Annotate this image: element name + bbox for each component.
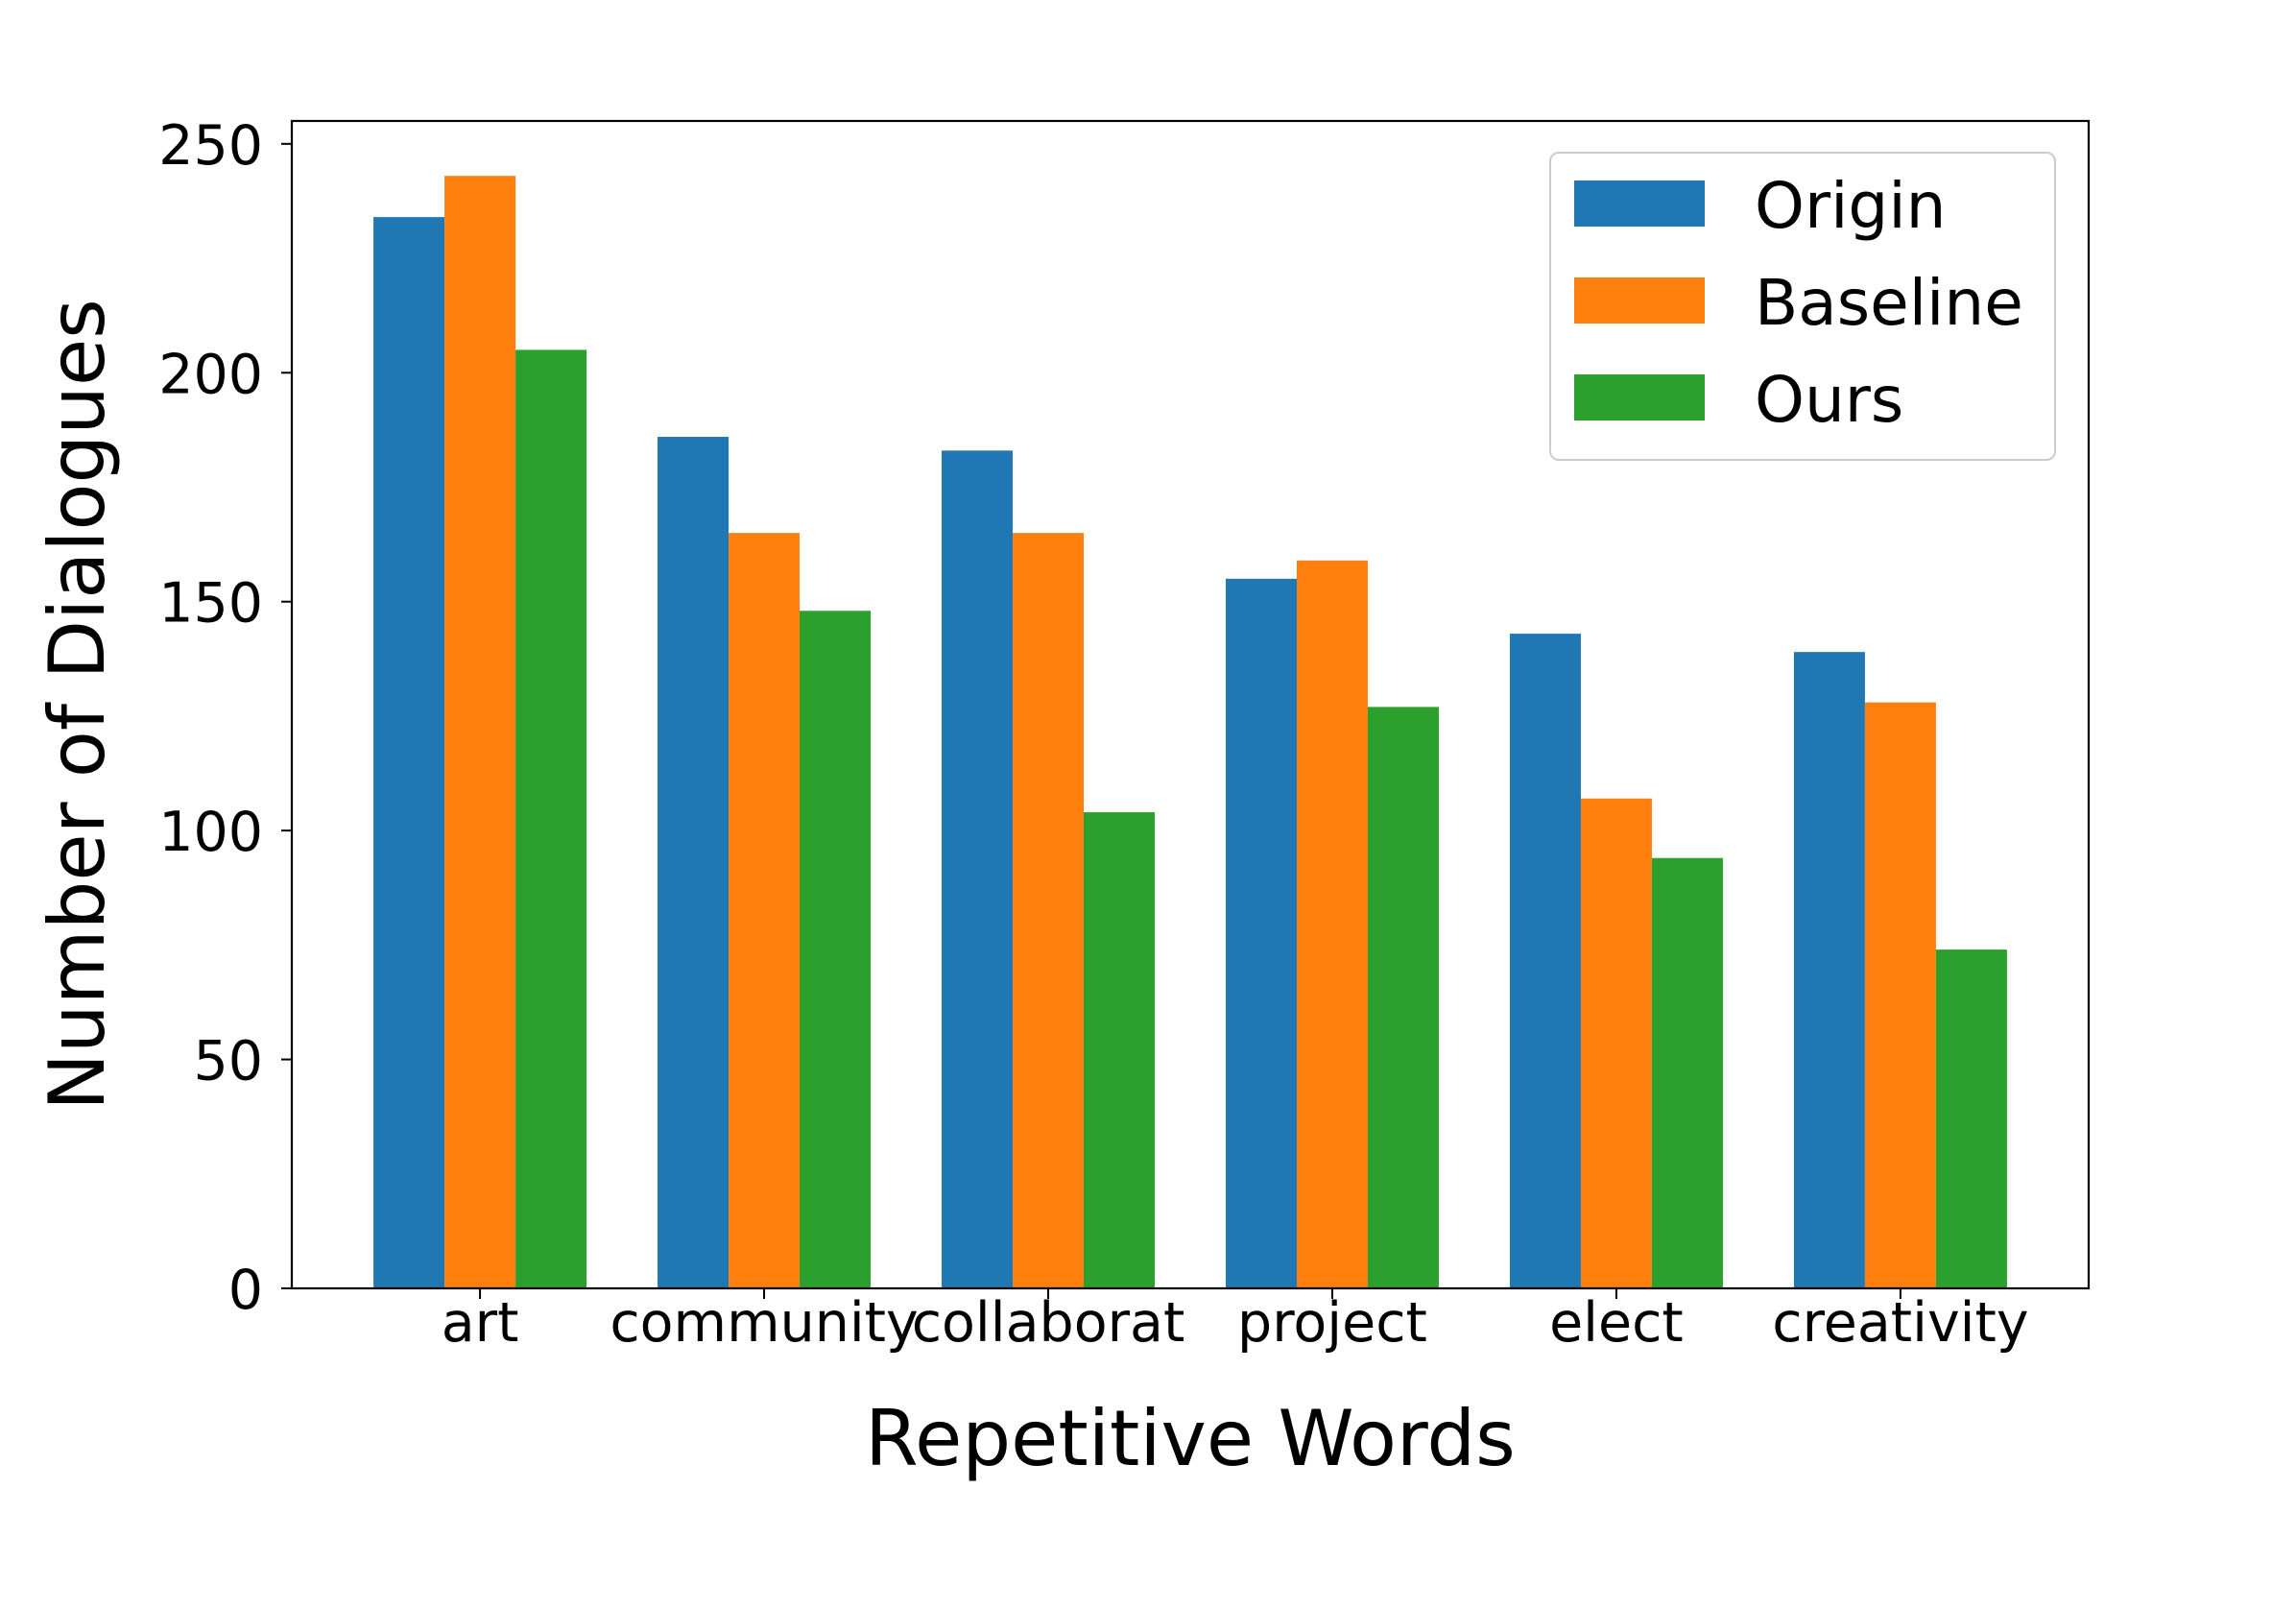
legend-label-origin: Origin — [1755, 169, 1946, 243]
x-tick-label-collaborat: collaborat — [912, 1291, 1185, 1355]
y-tick-label: 200 — [158, 343, 263, 406]
bar-origin-creativity — [1793, 652, 1865, 1288]
bar-origin-project — [1226, 578, 1297, 1288]
bar-ours-art — [515, 349, 587, 1288]
y-tick-label: 0 — [228, 1259, 263, 1322]
legend-swatch-ours — [1574, 374, 1705, 420]
bar-baseline-community — [729, 533, 801, 1288]
bar-origin-elect — [1509, 634, 1581, 1288]
bar-origin-collaborat — [942, 450, 1014, 1289]
bar-origin-art — [373, 217, 445, 1288]
axes-frame — [290, 119, 2091, 1290]
bars-group — [373, 176, 2007, 1289]
bar-baseline-collaborat — [1013, 533, 1085, 1288]
legend-swatch-baseline — [1574, 277, 1705, 324]
legend-item-origin: Origin — [1574, 169, 1946, 243]
bar-baseline-project — [1296, 560, 1368, 1288]
y-tick-label: 50 — [193, 1030, 263, 1093]
x-tick-label-creativity: creativity — [1772, 1291, 2028, 1355]
legend-items: Origin Baseline Ours — [1574, 169, 2023, 437]
bar-ours-community — [800, 611, 872, 1288]
y-axis-ticks: 0 50 100 150 200 250 — [158, 114, 292, 1322]
bar-baseline-art — [444, 176, 516, 1289]
bar-ours-collaborat — [1084, 812, 1155, 1288]
x-tick-label-community: community — [610, 1291, 918, 1355]
legend-item-baseline: Baseline — [1574, 266, 2023, 340]
y-tick-label: 250 — [158, 114, 263, 178]
x-axis-label: Repetitive Words — [865, 1394, 1516, 1483]
legend: Origin Baseline Ours — [1549, 152, 2056, 461]
y-tick-label: 150 — [158, 572, 263, 636]
bar-baseline-elect — [1580, 798, 1652, 1288]
x-tick-label-elect: elect — [1549, 1291, 1684, 1355]
x-tick-label-art: art — [442, 1291, 519, 1355]
bar-ours-project — [1367, 707, 1439, 1288]
legend-label-baseline: Baseline — [1755, 266, 2023, 340]
legend-item-ours: Ours — [1574, 363, 1903, 437]
y-tick-label: 100 — [158, 801, 263, 864]
x-tick-label-project: project — [1237, 1291, 1427, 1355]
y-axis-label: Number of Dialogues — [33, 299, 122, 1111]
bar-ours-elect — [1651, 857, 1723, 1288]
bar-origin-community — [658, 437, 729, 1288]
legend-swatch-origin — [1574, 180, 1705, 227]
bar-baseline-creativity — [1864, 702, 1936, 1288]
legend-label-ours: Ours — [1755, 363, 1903, 437]
bar-ours-creativity — [1935, 949, 2007, 1288]
